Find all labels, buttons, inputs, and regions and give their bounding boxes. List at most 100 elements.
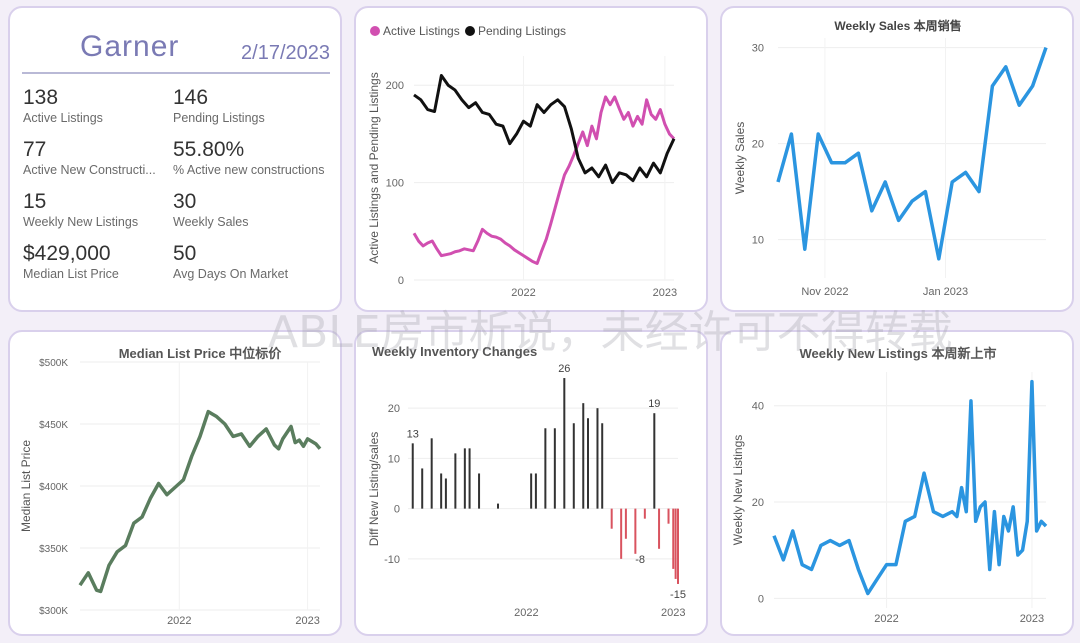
x-tick-label: 2022 (874, 613, 898, 625)
inventory-changes-card: Weekly Inventory Changes -10 0 10 20 2022 2023… (354, 330, 708, 636)
new-listings-card: Weekly New Listings 本周新上市 0 20 40 2022 2023 We… (720, 330, 1074, 636)
bar (478, 473, 481, 509)
kpi-avg-days-on-market: 50 Avg Days On Market (173, 242, 288, 282)
bar (674, 508, 677, 579)
bar (444, 478, 447, 509)
y-tick-label: 0 (758, 593, 764, 605)
kpi-label: Weekly New Listings (23, 215, 139, 229)
data-label: -15 (670, 589, 686, 601)
y-tick-label: 20 (752, 497, 764, 509)
active-pending-chart: 0 100 200 2022 2023 Active Listings and Pendi… (367, 24, 677, 299)
bar (596, 408, 599, 509)
chart-title: Weekly Sales 本周销售 (834, 18, 961, 33)
bar (620, 508, 623, 559)
legend-label: Pending Listings (478, 24, 566, 38)
bar (530, 473, 533, 509)
y-tick-label: 100 (386, 178, 404, 190)
y-tick-label: $450K (39, 420, 68, 431)
bar (468, 448, 471, 509)
bar (677, 508, 679, 584)
y-tick-label: $500K (39, 358, 68, 369)
chart-title: Weekly Inventory Changes (372, 344, 537, 359)
bar (544, 428, 547, 509)
kpi-label: Weekly Sales (173, 215, 249, 229)
kpi-value: 15 (23, 190, 47, 213)
chart-title: Median List Price 中位标价 (119, 346, 283, 361)
active-pending-card: 0 100 200 2022 2023 Active Listings and Pendi… (354, 6, 708, 312)
data-label: -8 (635, 554, 645, 566)
y-axis-label: Weekly Sales (733, 122, 747, 194)
bar (411, 443, 414, 509)
bar (534, 473, 537, 509)
x-tick-label: 2022 (167, 615, 191, 627)
series-line-weekly-sales (776, 47, 1048, 261)
summary-card: Garner 2/17/2023 138 Active Listings 146… (8, 6, 342, 312)
bar (430, 438, 433, 509)
kpi-pending-listings: 146 Pending Listings (173, 86, 265, 126)
bar (624, 508, 627, 539)
series-line-active-listings (412, 95, 676, 265)
inventory-changes-chart: Weekly Inventory Changes -10 0 10 20 2022 2023… (367, 344, 686, 619)
bar (601, 423, 604, 509)
weekly-sales-card: Weekly Sales 本周销售 10 20 30 Nov 2022 Jan 2023 W… (720, 6, 1074, 312)
kpi-median-list-price: $429,000 Median List Price (23, 242, 119, 282)
bar (582, 403, 585, 509)
bar (553, 428, 556, 509)
y-axis-label: Active Listings and Pending Listings (367, 72, 381, 263)
x-tick-label: 2023 (661, 607, 685, 619)
bar (653, 413, 656, 509)
y-tick-label: 200 (386, 80, 404, 92)
kpi-value: 50 (173, 242, 197, 265)
kpi-label: Active Listings (23, 111, 103, 125)
y-tick-label: 20 (388, 403, 400, 415)
kpi-label: Avg Days On Market (173, 267, 289, 281)
bar (463, 448, 466, 509)
city-title: Garner (80, 30, 180, 63)
bar (587, 418, 589, 509)
legend-marker (370, 26, 380, 36)
bar (667, 508, 670, 524)
kpi-label: % Active new constructions (173, 163, 325, 177)
new-listings-chart: Weekly New Listings 本周新上市 0 20 40 2022 2023 We… (731, 346, 1048, 625)
x-tick-label: 2023 (295, 615, 319, 627)
y-tick-label: $300K (39, 606, 68, 617)
bar (454, 453, 457, 509)
kpi-value: 30 (173, 190, 197, 213)
series-line-new-listings (772, 379, 1048, 596)
kpi-label: Active New Constructi... (23, 163, 156, 177)
kpi-value: 138 (23, 86, 59, 109)
y-tick-label: 30 (752, 43, 764, 55)
x-tick-label: 2022 (511, 287, 535, 299)
bar (658, 508, 661, 549)
kpi-active-new-construction: 77 Active New Constructi... (23, 138, 156, 178)
kpi-weekly-new-listings: 15 Weekly New Listings (23, 190, 138, 230)
y-axis-label: Diff New Listing/sales (367, 432, 381, 547)
bar (572, 423, 575, 509)
kpi-value: $429,000 (23, 242, 111, 265)
median-price-card: Median List Price 中位标价 $300K $350K $400K $45… (8, 330, 342, 636)
bar (643, 508, 646, 519)
divider (22, 72, 330, 74)
x-tick-label: 2023 (1020, 613, 1044, 625)
y-tick-label: 10 (388, 453, 400, 465)
x-tick-label: Jan 2023 (923, 286, 968, 298)
bar (672, 508, 675, 569)
bar (440, 473, 443, 509)
y-tick-label: $400K (39, 482, 68, 493)
data-label: 13 (407, 428, 419, 440)
report-date: 2/17/2023 (241, 42, 330, 64)
kpi-value: 146 (173, 86, 209, 109)
series-line-pending-listings (413, 73, 676, 185)
x-tick-label: 2023 (653, 287, 677, 299)
legend-marker (465, 26, 475, 36)
data-label: 19 (648, 398, 660, 410)
y-tick-label: 40 (752, 401, 764, 413)
chart-title: Weekly New Listings 本周新上市 (800, 346, 997, 361)
data-label: 26 (558, 363, 570, 375)
kpi-label: Pending Listings (173, 111, 265, 125)
kpi-weekly-sales: 30 Weekly Sales (173, 190, 249, 230)
median-price-chart: Median List Price 中位标价 $300K $350K $400K $45… (19, 346, 322, 627)
x-tick-label: 2022 (514, 607, 538, 619)
kpi-value: 77 (23, 138, 47, 161)
x-tick-label: Nov 2022 (801, 286, 848, 298)
